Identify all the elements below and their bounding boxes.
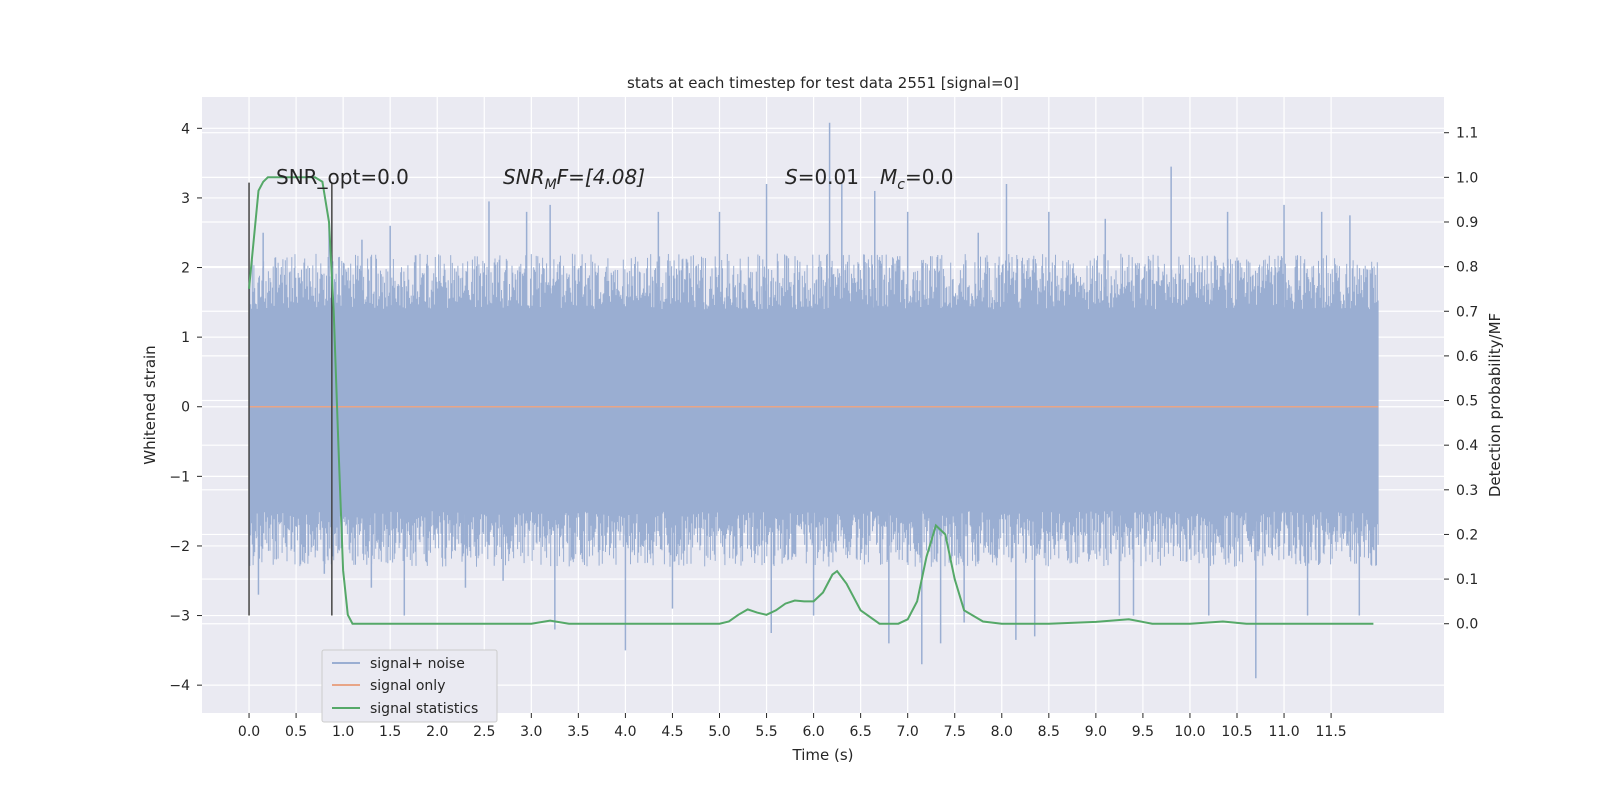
- x-tick-label: 11.0: [1268, 724, 1299, 740]
- annotation-mc-sub: c: [897, 177, 905, 193]
- x-tick-label: 4.5: [661, 724, 683, 740]
- y-right-tick-label: 1.1: [1456, 126, 1478, 142]
- y-right-tick-label: 0.2: [1456, 527, 1478, 543]
- y-right-tick-label: 0.6: [1456, 349, 1478, 365]
- y-right-tick-label: 0.1: [1456, 572, 1478, 588]
- x-tick-label: 10.5: [1221, 724, 1252, 740]
- legend-box: [321, 649, 498, 723]
- x-tick-label: 10.0: [1174, 724, 1205, 740]
- y-left-tick-label: 1: [181, 330, 190, 346]
- x-tick-label: 11.5: [1316, 724, 1347, 740]
- x-tick-label: 4.0: [614, 724, 636, 740]
- y-left-tick-label: −3: [169, 609, 190, 625]
- line-series: [248, 176, 1379, 625]
- y-left-tick-label: 3: [181, 191, 190, 207]
- chart-title: stats at each timestep for test data 255…: [627, 74, 1019, 92]
- x-tick-label: 0.0: [238, 724, 260, 740]
- y-left-tick-label: −2: [169, 539, 190, 555]
- legend-label-signal-statistics: signal statistics: [370, 701, 478, 717]
- y-right-tick-label: 0.3: [1456, 483, 1478, 499]
- annotation-mc-rest: =0.0: [905, 165, 954, 189]
- y-right-tick-label: 0.7: [1456, 304, 1478, 320]
- annotation-s: S=0.01: [785, 165, 859, 189]
- annotation-snr-mf-sub: M: [545, 177, 557, 193]
- legend-label-signal-noise: signal+ noise: [370, 656, 465, 672]
- y-axis-label-right: Detection probability/MF: [1486, 313, 1504, 497]
- x-tick-label: 7.0: [897, 724, 919, 740]
- y-left-tick-label: −1: [169, 469, 190, 485]
- x-tick-label: 8.5: [1038, 724, 1060, 740]
- x-tick-label: 7.5: [944, 724, 966, 740]
- x-tick-label: 2.5: [473, 724, 495, 740]
- x-axis-label: Time (s): [792, 746, 854, 764]
- y-right-tick-label: 0.0: [1456, 617, 1478, 633]
- legend-label-signal-only: signal only: [370, 678, 445, 694]
- annotation-mc-main: M: [880, 165, 897, 189]
- noise-series: [248, 122, 1379, 679]
- y-left-tick-label: 4: [181, 121, 190, 137]
- y-right-tick-label: 0.8: [1456, 260, 1478, 276]
- annotation-s-main: S: [785, 165, 798, 189]
- x-tick-label: 9.5: [1132, 724, 1154, 740]
- y-left-tick-label: 2: [181, 261, 190, 277]
- x-tick-label: 8.0: [991, 724, 1013, 740]
- annotation-snr-mf-rest: F=[4.08]: [557, 165, 645, 189]
- x-tick-label: 2.0: [426, 724, 448, 740]
- y-axis-label-left: Whitened strain: [141, 345, 159, 464]
- y-right-tick-label: 0.5: [1456, 394, 1478, 410]
- annotation-s-rest: =0.01: [798, 165, 859, 189]
- x-tick-label: 3.5: [567, 724, 589, 740]
- x-tick-label: 3.0: [520, 724, 542, 740]
- x-tick-label: 6.0: [802, 724, 824, 740]
- x-tick-label: 5.0: [708, 724, 730, 740]
- y-right-tick-label: 0.4: [1456, 438, 1478, 454]
- x-tick-label: 5.5: [755, 724, 777, 740]
- annotation-snr-mf-main: SNR: [503, 165, 545, 189]
- x-tick-label: 6.5: [850, 724, 872, 740]
- annotation-snr-opt: SNR_opt=0.0: [276, 165, 409, 189]
- legend: signal+ noise signal only signal statist…: [321, 649, 498, 723]
- y-right-tick-label: 1.0: [1456, 170, 1478, 186]
- annotation-snr-mf: SNRMF=[4.08]: [503, 165, 645, 193]
- x-tick-label: 9.0: [1085, 724, 1107, 740]
- annotation-mc: Mc=0.0: [880, 165, 954, 193]
- x-tick-label: 1.0: [332, 724, 354, 740]
- signal-statistics-line: [248, 176, 1374, 625]
- ticks: 0.0 0.5 1.0 1.5 2.0 2.5 3.0 3.5 4.0 4.5 5.0 5.5 6.0 6…: [169, 121, 1478, 740]
- y-left-tick-label: −4: [169, 678, 190, 694]
- x-tick-label: 0.5: [285, 724, 307, 740]
- y-right-tick-label: 0.9: [1456, 215, 1478, 231]
- x-tick-label: 1.5: [379, 724, 401, 740]
- y-left-tick-label: 0: [181, 400, 190, 416]
